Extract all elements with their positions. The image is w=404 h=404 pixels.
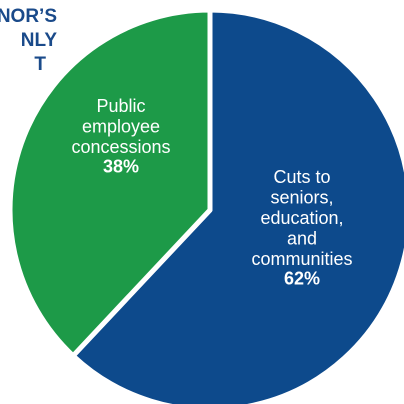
slice-label-line: seniors,: [270, 188, 333, 208]
slice-label-line: concessions: [71, 137, 170, 157]
pie-slice-public-employee-concessions: [7, 7, 213, 359]
title-line-1: NOR’S: [0, 6, 57, 27]
slice-label-line: communities: [251, 249, 352, 269]
slice-label-1: Cuts to seniors, education, and communities 6…: [251, 167, 352, 289]
slice-percent-label: 62%: [284, 269, 320, 289]
slice-label-line: Public: [96, 96, 145, 116]
pie-slice-cuts-to-seniors: [70, 7, 404, 404]
slice-label-0: Public employee concessions 38%: [71, 96, 170, 177]
title-line-3: T: [34, 54, 46, 75]
chart-title: NOR’S NLY T: [0, 0, 60, 110]
slice-percent-label: 38%: [103, 157, 139, 177]
slice-label-line: and: [287, 229, 317, 249]
title-line-2: NLY: [20, 30, 57, 51]
slice-label-line: education,: [260, 208, 343, 228]
slice-label-line: Cuts to: [273, 167, 330, 187]
slice-label-line: employee: [82, 117, 160, 137]
